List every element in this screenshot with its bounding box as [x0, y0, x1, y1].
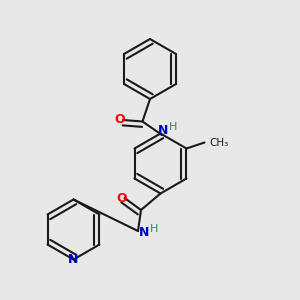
Text: O: O — [115, 113, 125, 127]
Text: O: O — [116, 191, 127, 205]
Text: N: N — [158, 124, 169, 137]
Text: N: N — [139, 226, 149, 239]
Text: H: H — [150, 224, 159, 234]
Text: H: H — [169, 122, 178, 133]
Text: CH₃: CH₃ — [209, 137, 228, 148]
Text: N: N — [68, 253, 79, 266]
